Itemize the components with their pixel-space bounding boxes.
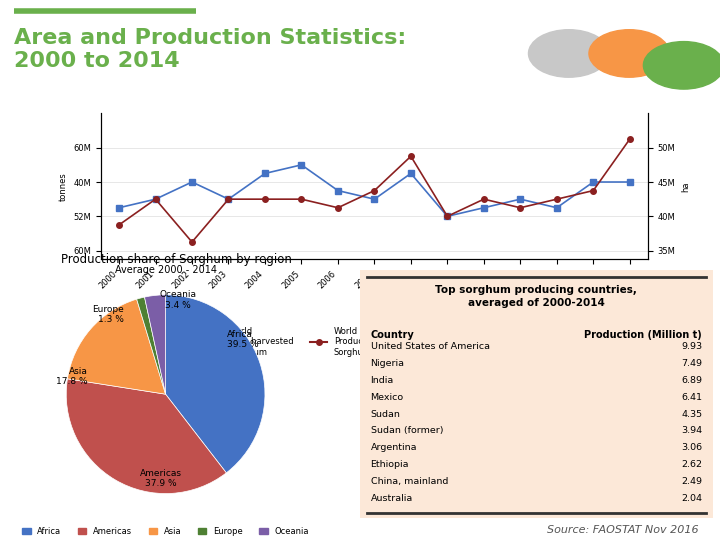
- Text: Americas
37.9 %: Americas 37.9 %: [140, 469, 181, 488]
- Text: Europe
1.3 %: Europe 1.3 %: [92, 305, 124, 325]
- Wedge shape: [66, 379, 226, 494]
- Text: Source: FAOSTAT Nov 2016: Source: FAOSTAT Nov 2016: [546, 524, 698, 535]
- Text: Sudan: Sudan: [371, 410, 400, 418]
- Text: Argentina: Argentina: [371, 443, 417, 453]
- Text: 3.06: 3.06: [681, 443, 702, 453]
- Wedge shape: [145, 295, 166, 394]
- Text: Asia
17.8 %: Asia 17.8 %: [56, 367, 88, 386]
- Legend: Africa, Americas, Asia, Europe, Oceania: Africa, Americas, Asia, Europe, Oceania: [19, 523, 312, 539]
- Wedge shape: [68, 299, 166, 394]
- FancyBboxPatch shape: [360, 270, 713, 518]
- Text: 6.41: 6.41: [681, 393, 702, 402]
- Text: Country: Country: [371, 329, 414, 340]
- Text: Africa
39.5 %: Africa 39.5 %: [228, 330, 258, 349]
- Circle shape: [589, 30, 670, 77]
- Text: India: India: [371, 376, 394, 385]
- Circle shape: [644, 42, 720, 89]
- Text: Average 2000 - 2014: Average 2000 - 2014: [114, 265, 217, 275]
- Text: 9.93: 9.93: [681, 342, 702, 351]
- Y-axis label: ha: ha: [681, 181, 690, 192]
- Text: 3.94: 3.94: [681, 427, 702, 435]
- Text: Ethiopia: Ethiopia: [371, 460, 409, 469]
- Text: Sudan (former): Sudan (former): [371, 427, 443, 435]
- Legend: World
Area harvested
Sorghum, World
Production
Sorghum: World Area harvested Sorghum, World Prod…: [202, 323, 382, 360]
- Wedge shape: [137, 297, 166, 394]
- Text: 2.04: 2.04: [681, 494, 702, 503]
- Text: China, mainland: China, mainland: [371, 477, 448, 486]
- Text: Production (Million t): Production (Million t): [585, 329, 702, 340]
- Text: United States of America: United States of America: [371, 342, 490, 351]
- Wedge shape: [166, 295, 265, 473]
- Text: Mexico: Mexico: [371, 393, 404, 402]
- Text: Oceania
3.4 %: Oceania 3.4 %: [159, 290, 196, 309]
- Text: Top sorghum producing countries,
averaged of 2000-2014: Top sorghum producing countries, average…: [436, 285, 637, 308]
- Text: Production share of Sorghum by region: Production share of Sorghum by region: [61, 253, 292, 266]
- Text: 4.35: 4.35: [681, 410, 702, 418]
- Text: 7.49: 7.49: [681, 359, 702, 368]
- Text: 2.62: 2.62: [681, 460, 702, 469]
- Circle shape: [528, 30, 609, 77]
- Text: Nigeria: Nigeria: [371, 359, 405, 368]
- Y-axis label: tonnes: tonnes: [58, 172, 68, 201]
- Text: Australia: Australia: [371, 494, 413, 503]
- Text: 2.49: 2.49: [681, 477, 702, 486]
- Text: 6.89: 6.89: [681, 376, 702, 385]
- Text: Area and Production Statistics:
2000 to 2014: Area and Production Statistics: 2000 to …: [14, 28, 407, 71]
